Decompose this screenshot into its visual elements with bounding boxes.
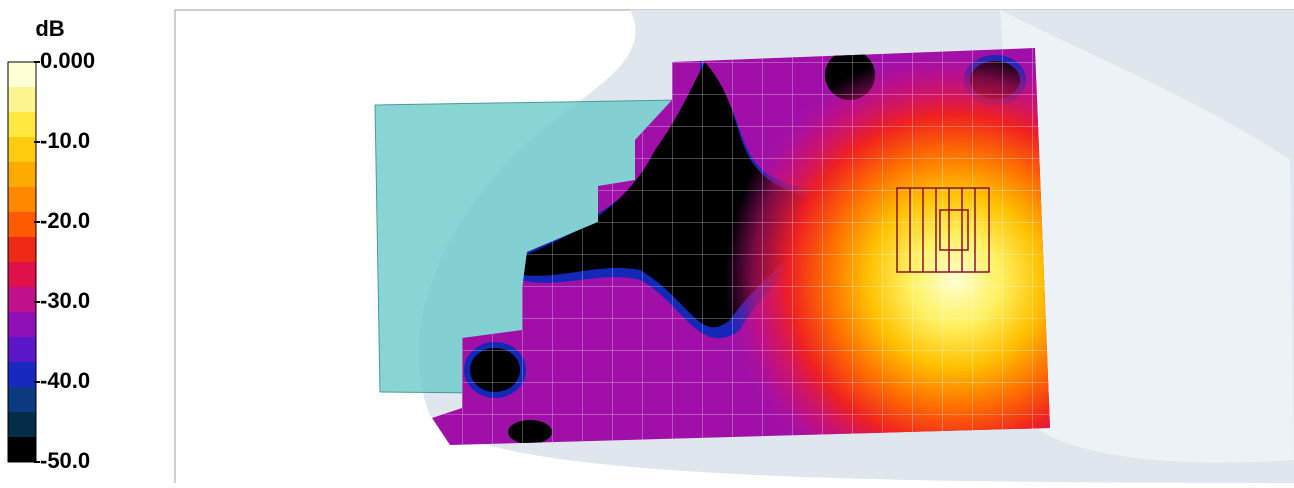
legend-band [8, 337, 36, 363]
legend-tick-label: -20.0 [40, 208, 90, 233]
legend-band [8, 362, 36, 388]
legend-band [8, 412, 36, 438]
legend-band [8, 187, 36, 213]
legend-frame [7, 61, 37, 463]
legend-band [8, 87, 36, 113]
legend-tick-label: -40.0 [40, 368, 90, 393]
legend-band [8, 312, 36, 338]
legend-tick-label: -30.0 [40, 288, 90, 313]
legend-tick-label: -50.0 [40, 448, 90, 473]
zoom-scan-grid [896, 187, 990, 273]
legend-band [8, 112, 36, 138]
legend-band [8, 137, 36, 163]
legend-tick-label: -10.0 [40, 128, 90, 153]
legend-band [8, 387, 36, 413]
legend-band [8, 262, 36, 288]
legend-band [8, 62, 36, 88]
legend-band [8, 437, 36, 463]
legend-band [8, 212, 36, 238]
viewport [174, 9, 1294, 483]
color-legend: dB 0.000 -10.0 -20.0 -30.0 -40.0 -50.0 [7, 16, 95, 473]
legend-band [8, 237, 36, 263]
phantom-inner [1000, 10, 1294, 463]
legend-title: dB [35, 16, 64, 41]
legend-tick-label: 0.000 [40, 48, 95, 73]
legend-band [8, 162, 36, 188]
legend-band [8, 287, 36, 313]
